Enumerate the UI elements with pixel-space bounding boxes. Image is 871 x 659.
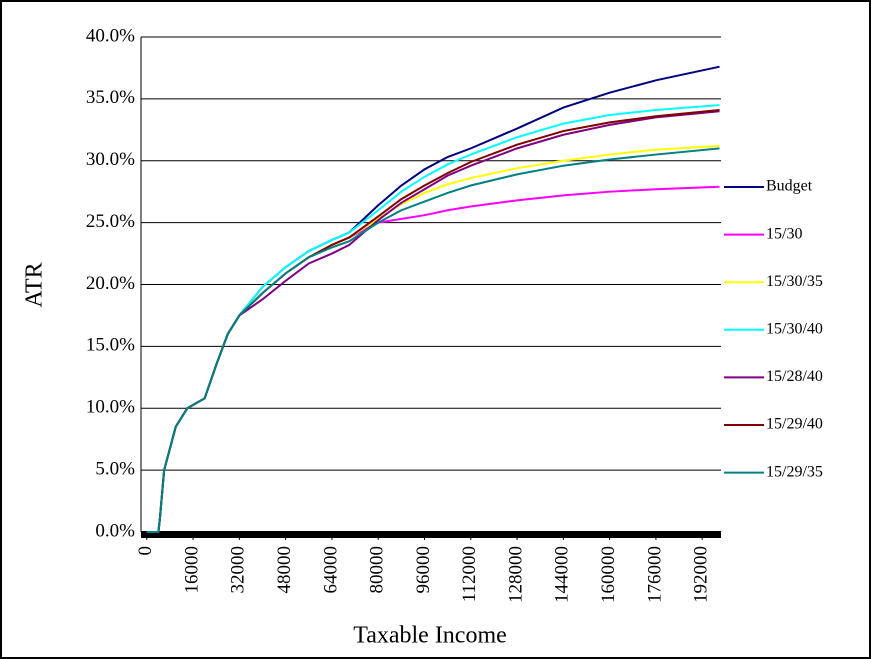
legend-label: 15/30 (766, 225, 802, 242)
legend-label: 15/30/35 (766, 273, 823, 290)
x-tick-label: 160000 (598, 546, 619, 603)
y-tick-label: 15.0% (86, 335, 135, 356)
x-tick-label: 128000 (505, 546, 526, 603)
y-tick-label: 0.0% (95, 520, 135, 541)
y-tick-label: 30.0% (86, 149, 135, 170)
legend-label: 15/30/40 (766, 320, 823, 337)
x-tick-label: 176000 (644, 546, 665, 603)
x-tick-label: 32000 (228, 546, 249, 594)
legend-label: 15/28/40 (766, 368, 823, 385)
x-axis-band (141, 531, 721, 538)
x-tick-label: 144000 (552, 546, 573, 603)
x-tick-label: 0 (135, 546, 156, 556)
y-tick-label: 5.0% (95, 458, 135, 479)
x-tick-label: 64000 (320, 546, 341, 594)
legend-label: 15/29/35 (766, 463, 823, 480)
y-tick-label: 20.0% (86, 273, 135, 294)
y-tick-label: 40.0% (86, 25, 135, 46)
x-tick-label: 80000 (367, 546, 388, 594)
x-axis-title: Taxable Income (353, 623, 507, 649)
legend-label: 15/29/40 (766, 416, 823, 433)
x-tick-label: 192000 (691, 546, 712, 603)
x-tick-label: 48000 (274, 546, 295, 594)
y-axis-title: ATR (22, 262, 48, 307)
x-tick-label: 112000 (459, 546, 480, 602)
legend-label: Budget (766, 178, 813, 195)
data-line (146, 147, 720, 533)
x-tick-label: 96000 (413, 546, 434, 594)
y-tick-label: 10.0% (86, 397, 135, 418)
y-tick-label: 25.0% (86, 211, 135, 232)
x-tick-label: 16000 (181, 546, 202, 594)
y-tick-label: 35.0% (86, 87, 135, 108)
